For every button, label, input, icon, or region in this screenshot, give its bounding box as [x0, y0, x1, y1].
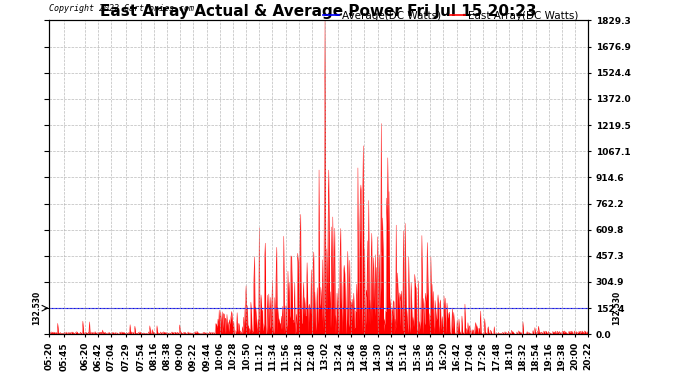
- Text: Copyright 2022 Cartronics.com: Copyright 2022 Cartronics.com: [49, 3, 195, 12]
- Title: East Array Actual & Average Power Fri Jul 15 20:23: East Array Actual & Average Power Fri Ju…: [100, 4, 537, 19]
- Legend: Average(DC Watts), East Array(DC Watts): Average(DC Watts), East Array(DC Watts): [319, 7, 583, 25]
- Text: 132.530: 132.530: [613, 291, 622, 325]
- Text: 132.530: 132.530: [32, 291, 41, 325]
